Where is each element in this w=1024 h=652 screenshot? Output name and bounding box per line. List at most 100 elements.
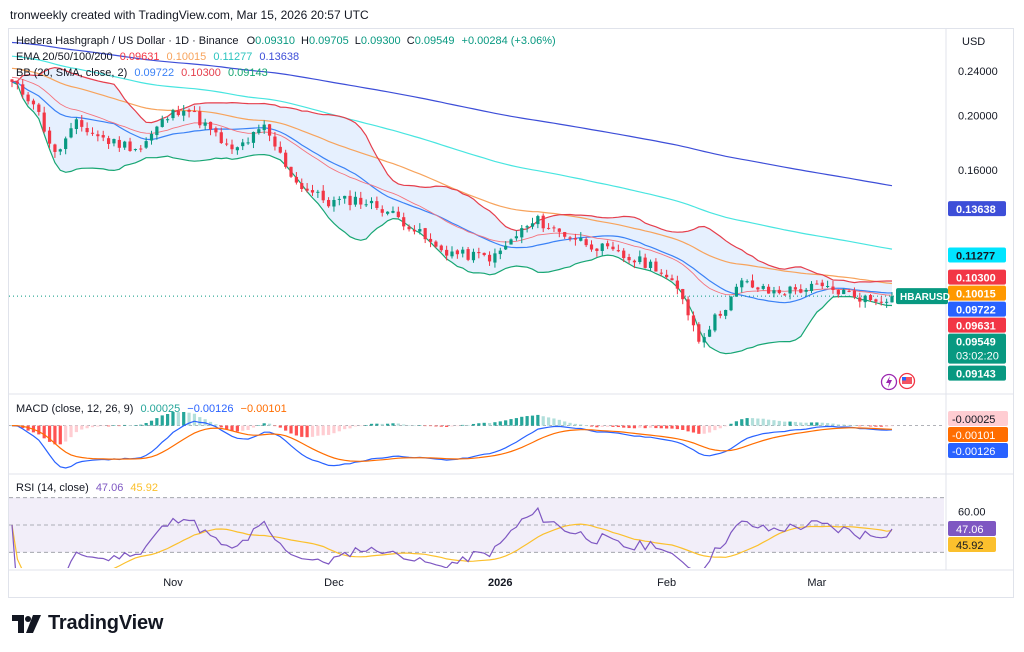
candle-body: [541, 215, 545, 229]
macd-histogram-bar: [783, 421, 787, 426]
tradingview-logo[interactable]: TradingView: [12, 612, 163, 635]
candle-body: [611, 246, 615, 250]
candle-body: [536, 216, 540, 225]
candle: [595, 248, 599, 257]
candle: [21, 79, 25, 99]
candle-body: [654, 261, 658, 272]
macd-histogram-bar: [584, 425, 588, 426]
candle: [799, 284, 803, 294]
currency-label[interactable]: USD: [962, 36, 985, 48]
candle: [332, 196, 336, 212]
candle: [117, 136, 121, 152]
candle: [536, 214, 540, 229]
candle-body: [380, 209, 384, 213]
macd-histogram-bar: [568, 422, 572, 426]
candle: [187, 108, 191, 118]
macd-histogram-bar: [123, 424, 127, 426]
candle: [53, 143, 57, 158]
macd-histogram-bar: [638, 425, 642, 428]
candle: [563, 231, 567, 239]
ema100-tag-bg: [948, 247, 1006, 263]
macd-histogram-bar: [455, 425, 459, 427]
macd-histogram-bar: [756, 418, 760, 426]
macd-histogram-bar: [90, 425, 95, 428]
alert-icons[interactable]: [880, 372, 916, 391]
candle-body: [214, 128, 218, 133]
candle-body: [627, 256, 631, 261]
candle-body: [332, 199, 336, 207]
macd-histogram-bar: [729, 423, 733, 426]
candle-body: [670, 278, 674, 281]
macd-axis-tag: -0.00025: [952, 414, 995, 426]
candle-body: [622, 250, 626, 259]
candle-body: [740, 280, 744, 288]
candle: [418, 223, 422, 235]
rsi-ma-tag: 45.92: [956, 540, 984, 552]
macd-histogram-bar: [563, 421, 567, 426]
bb-lower-tag-bg: [948, 365, 1006, 381]
candle: [192, 105, 197, 113]
candle-body: [208, 121, 213, 130]
macd-histogram-bar: [831, 423, 835, 426]
candle-body: [874, 299, 878, 302]
candle-body: [600, 243, 604, 251]
candle-body: [391, 210, 395, 213]
candle: [326, 197, 331, 208]
candle: [139, 145, 143, 153]
candle: [852, 287, 857, 300]
candle: [348, 190, 352, 211]
candle-body: [267, 124, 272, 136]
candle: [289, 166, 293, 178]
candle: [198, 106, 202, 129]
macd-histogram-bar: [471, 423, 476, 426]
macd-histogram-bar: [439, 425, 443, 427]
candle: [847, 288, 851, 293]
candle: [788, 285, 792, 300]
macd-histogram-bar: [128, 425, 132, 426]
macd-histogram-bar: [836, 424, 840, 426]
macd-histogram-bar: [868, 425, 873, 427]
candle-body: [64, 138, 68, 150]
macd-histogram-bar: [820, 422, 824, 426]
candle: [622, 248, 626, 263]
candle-body: [85, 127, 89, 133]
ema100-tag: 0.11277: [956, 251, 995, 263]
macd-histogram-bar: [241, 425, 245, 431]
candle: [783, 292, 787, 296]
macd-histogram-bar: [418, 425, 422, 426]
candle: [584, 237, 588, 248]
macd-histogram-bar: [391, 423, 395, 426]
candle: [761, 283, 765, 291]
candle: [643, 253, 647, 269]
candle-body: [90, 132, 95, 134]
candle-body: [289, 166, 293, 177]
macd-histogram-bar: [826, 422, 830, 426]
candle: [750, 274, 755, 289]
macd-histogram-bar: [579, 424, 583, 426]
candle: [359, 191, 363, 209]
candle: [611, 241, 615, 251]
price-chart[interactable]: 0.240000.200000.160000.080000.070000.136…: [0, 0, 1024, 600]
macd-histogram-bar: [219, 425, 223, 428]
candle-body: [815, 283, 819, 285]
bollinger-band-fill: [12, 67, 892, 354]
candle: [670, 274, 674, 281]
candle-body: [584, 239, 588, 246]
macd-histogram-bar: [686, 425, 690, 432]
candle-body: [171, 110, 175, 119]
candle: [316, 189, 320, 198]
macd-histogram-bar: [670, 425, 674, 429]
macd-histogram-bar: [504, 420, 508, 426]
time-axis-label: Mar: [807, 577, 826, 589]
macd-histogram-bar: [176, 412, 180, 426]
candle: [257, 124, 261, 135]
svg-text:RSI (14, close) 47.06: RSI (14, close) 47.06 45.92: [16, 482, 158, 494]
candle: [504, 241, 508, 250]
candle-body: [842, 289, 846, 295]
candle-body: [257, 129, 261, 134]
legend-bb: BB (20, SMA, close, 2): [16, 67, 127, 79]
ema20-tag: 0.09631: [956, 321, 996, 333]
candle: [734, 283, 738, 297]
macd-histogram-bar: [42, 425, 46, 439]
macd-histogram-bar: [359, 425, 363, 427]
